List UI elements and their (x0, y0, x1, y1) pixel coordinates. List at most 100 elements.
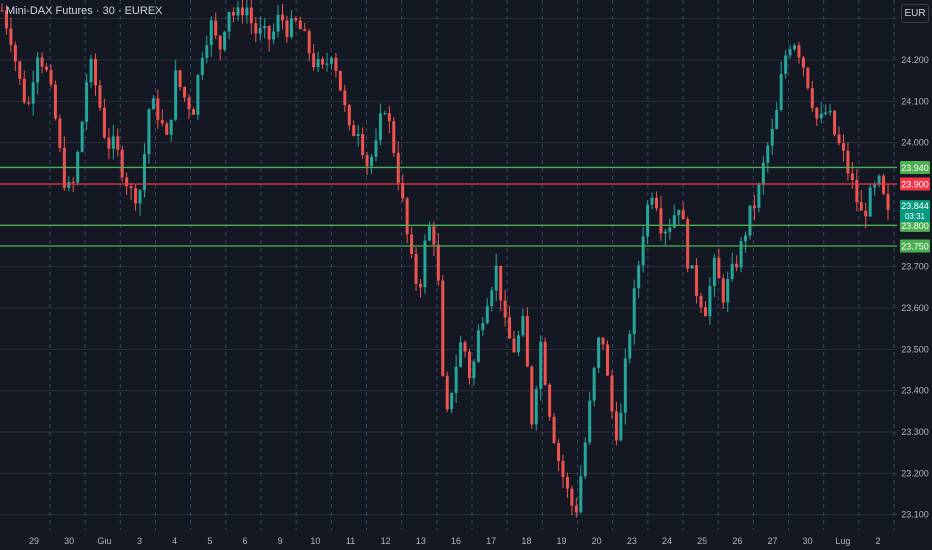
y-tick-label: 23.300 (901, 427, 929, 437)
candle-body (40, 57, 44, 67)
candle-body (223, 31, 227, 50)
candle-body (107, 137, 111, 149)
candle-body (134, 188, 138, 204)
candle-body (623, 358, 627, 413)
candle-body (125, 177, 129, 187)
candle-body (129, 186, 133, 189)
candle-body (111, 136, 115, 149)
candle-body (503, 300, 507, 318)
candle-body (476, 330, 480, 362)
candle-body (797, 45, 801, 58)
candle-body (200, 57, 204, 76)
candle-body (766, 145, 770, 163)
x-tick-label: 18 (521, 536, 531, 546)
candle-body (441, 280, 445, 376)
candle-body (668, 227, 672, 232)
candle-body (833, 110, 837, 135)
y-tick-label: 24.200 (901, 55, 929, 65)
candle-body (690, 265, 694, 269)
candle-body (619, 412, 623, 441)
candle-body (419, 283, 423, 288)
candle-body (677, 209, 681, 216)
candle-body (22, 78, 26, 103)
candle-body (467, 351, 471, 379)
x-tick-label: 19 (556, 536, 566, 546)
candle-body (316, 58, 320, 68)
candle-body (886, 193, 890, 210)
candle-body (659, 208, 663, 234)
candle-body (67, 182, 71, 189)
y-tick-label: 23.500 (901, 344, 929, 354)
candle-body (454, 366, 458, 393)
candle-body (610, 375, 614, 412)
candle-body (196, 75, 200, 115)
candle-body (165, 123, 169, 135)
candle-body (450, 392, 454, 410)
x-tick-label: 9 (278, 536, 283, 546)
candle-body (561, 460, 565, 477)
candle-body (548, 384, 552, 417)
candle-body (151, 98, 155, 110)
level-price-tag (900, 177, 930, 191)
candle-body (735, 263, 739, 268)
candle-body (770, 129, 774, 146)
currency-button[interactable]: EUR (901, 4, 929, 23)
candle-body (824, 112, 828, 114)
candle-body (160, 120, 164, 124)
candle-body (663, 231, 667, 234)
candle-body (410, 234, 414, 255)
candle-body (739, 241, 743, 268)
candle-body (321, 58, 325, 65)
candle-body (681, 209, 685, 220)
candle-body (187, 97, 191, 110)
x-tick-label: 2 (875, 536, 880, 546)
candle-body (592, 367, 596, 401)
candle-body (516, 335, 520, 353)
candle-body (490, 290, 494, 307)
candle-body (632, 288, 636, 334)
candle-body (31, 82, 35, 104)
candle-body (579, 476, 583, 513)
candle-body (601, 337, 605, 345)
candle-body (436, 244, 440, 281)
candle-body (819, 113, 823, 119)
candle-body (614, 411, 618, 441)
candle-body (85, 82, 89, 122)
candle-body (232, 11, 236, 16)
candle-body (779, 73, 783, 110)
x-tick-label: 12 (381, 536, 391, 546)
candle-body (828, 110, 832, 113)
candle-body (641, 236, 645, 266)
candle-body (712, 257, 716, 287)
candle-body (557, 442, 561, 461)
x-tick-label: 5 (207, 536, 212, 546)
candle-body (784, 55, 788, 74)
candle-body (9, 28, 13, 45)
x-tick-label: 30 (64, 536, 74, 546)
candle-body (254, 23, 258, 34)
candle-body (343, 90, 347, 106)
x-tick-label: 3 (137, 536, 142, 546)
candle-body (120, 149, 124, 178)
candle-body (325, 63, 329, 65)
candle-body (686, 219, 690, 269)
candle-body (672, 215, 676, 228)
candle-body (757, 184, 761, 209)
y-tick-label: 23.200 (901, 468, 929, 478)
candle-body (873, 184, 877, 188)
candle-body (841, 143, 845, 151)
candle-body (401, 182, 405, 199)
candle-body (174, 70, 178, 120)
candle-body (227, 11, 231, 32)
candle-body (654, 197, 658, 209)
candle-body (272, 31, 276, 40)
x-tick-label: 29 (29, 536, 39, 546)
x-tick-label: 11 (346, 536, 355, 546)
candle-body (726, 278, 730, 303)
candle-body (801, 57, 805, 68)
candle-body (209, 20, 213, 46)
candle-body (27, 102, 31, 104)
candle-body (761, 162, 765, 185)
candle-body (205, 45, 209, 58)
